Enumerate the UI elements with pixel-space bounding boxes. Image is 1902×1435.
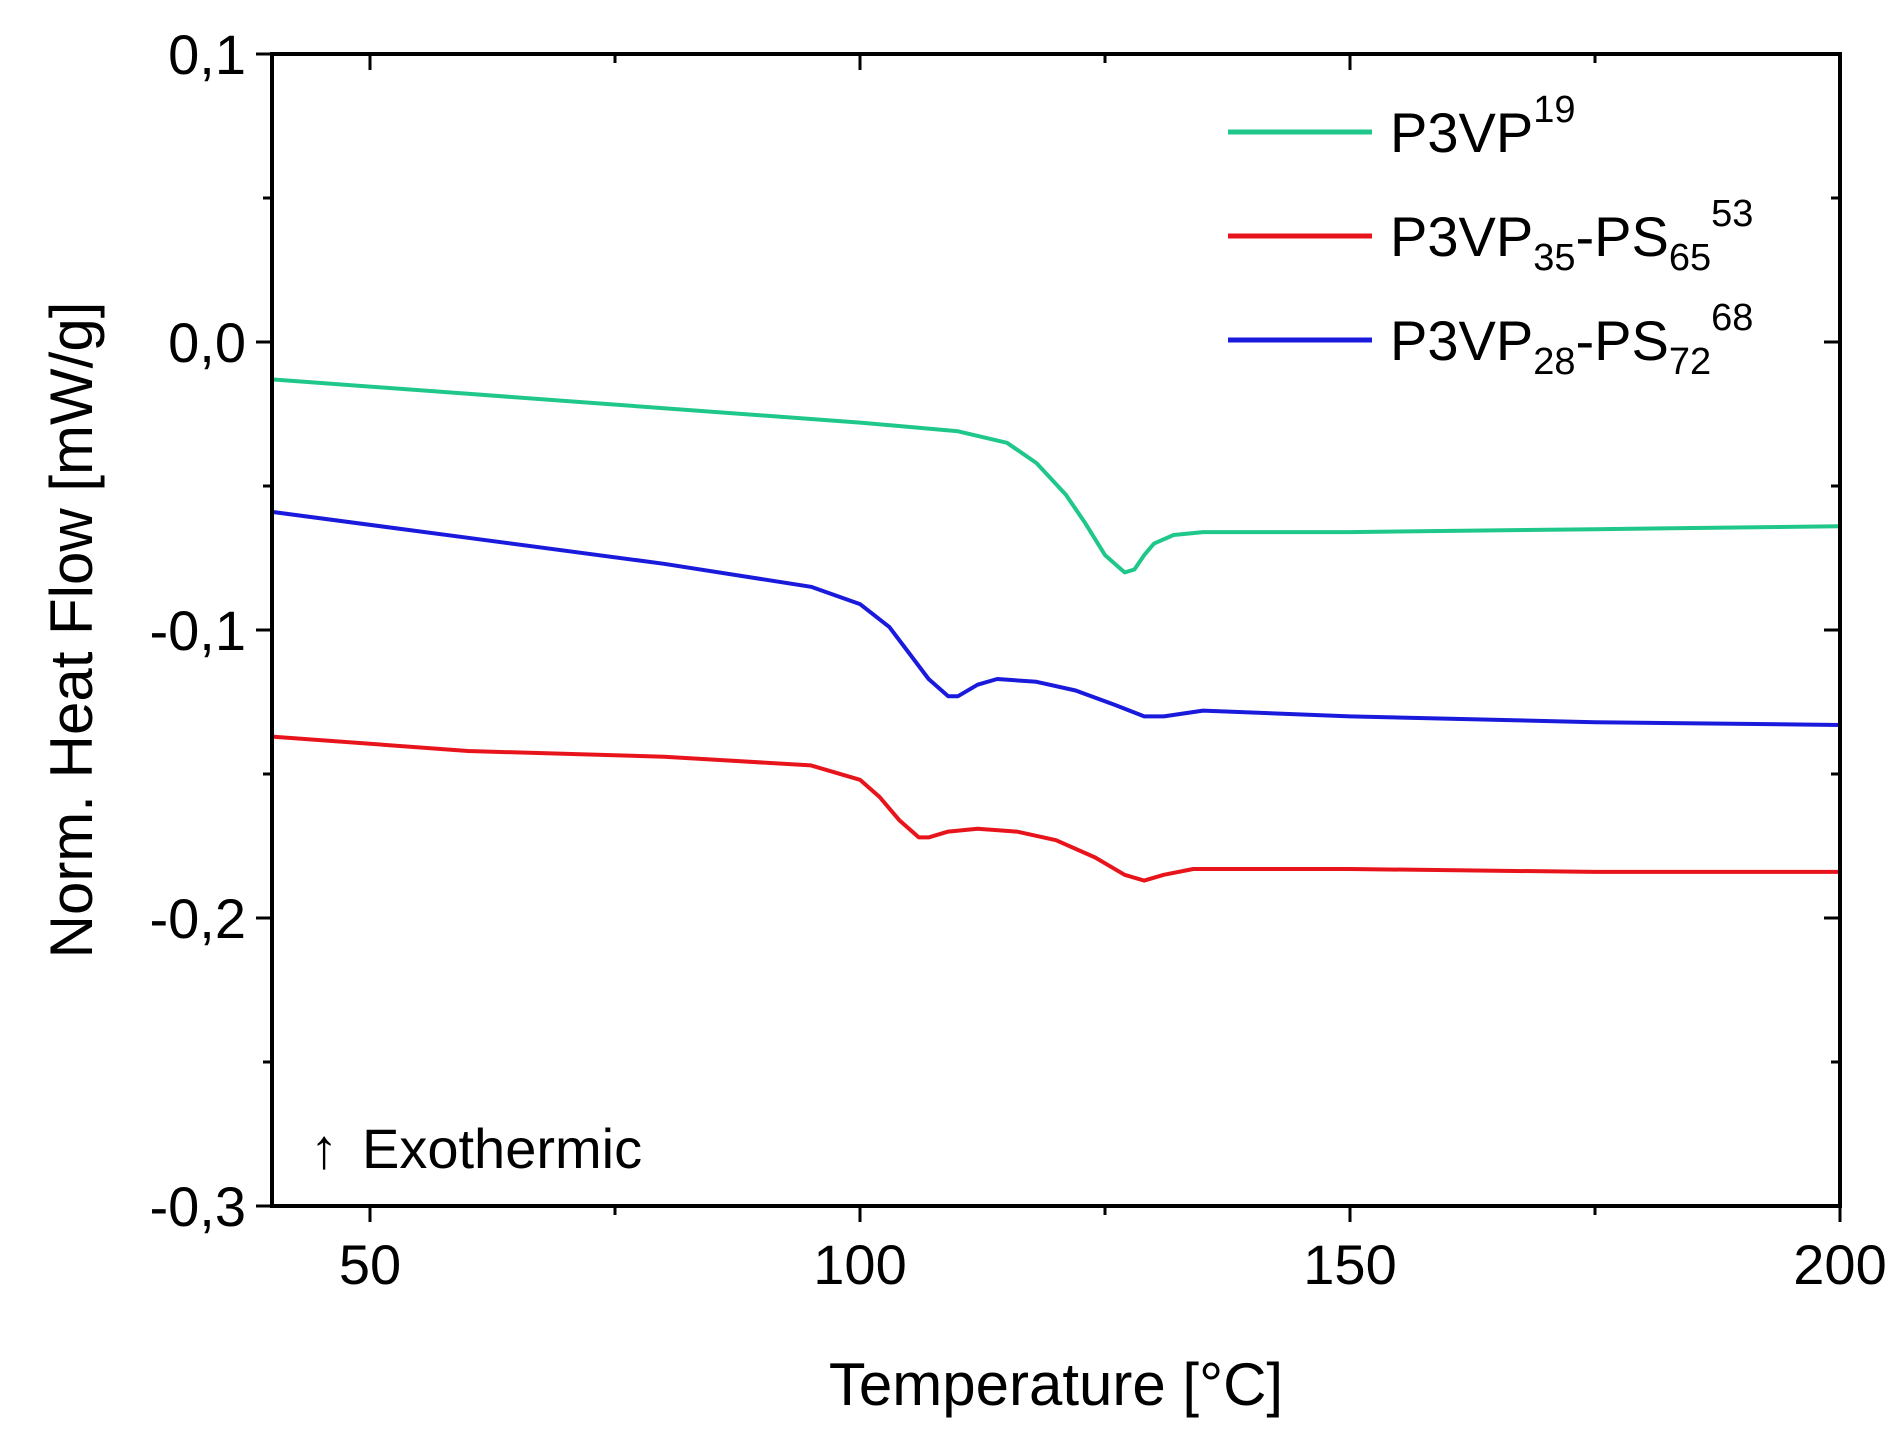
y-tick-label: 0,0 <box>168 311 246 374</box>
exothermic-label: Exothermic <box>362 1117 642 1180</box>
legend: P3VP19 P3VP35-PS6553 P3VP28-PS7268 <box>1228 89 1753 383</box>
y-axis-title: Norm. Heat Flow [mW/g] <box>38 302 105 959</box>
tick-labels: 50 100 150 200 0,1 0,0 -0,1 -0,2 -0,3 <box>150 23 1887 1296</box>
up-arrow-icon: ↑ <box>310 1117 338 1180</box>
series-line-3 <box>271 509 1841 727</box>
y-tick-label: -0,3 <box>150 1175 247 1238</box>
legend-label-1: P3VP19 <box>1390 89 1575 164</box>
axis-ticks <box>256 52 1842 1222</box>
series-line-1 <box>271 377 1841 575</box>
series-curves <box>271 377 1841 883</box>
exothermic-annotation: ↑ Exothermic <box>310 1117 642 1180</box>
y-tick-label: -0,2 <box>150 887 247 950</box>
x-axis-title: Temperature [°C] <box>829 1351 1283 1418</box>
legend-label-3: P3VP28-PS7268 <box>1390 297 1753 383</box>
x-tick-label: 50 <box>339 1233 401 1296</box>
y-tick-label: -0,1 <box>150 599 247 662</box>
series-line-2 <box>271 734 1840 883</box>
legend-label-2: P3VP35-PS6553 <box>1390 193 1753 279</box>
x-tick-label: 200 <box>1793 1233 1886 1296</box>
x-tick-label: 150 <box>1303 1233 1396 1296</box>
x-tick-label: 100 <box>813 1233 906 1296</box>
y-tick-label: 0,1 <box>168 23 246 86</box>
